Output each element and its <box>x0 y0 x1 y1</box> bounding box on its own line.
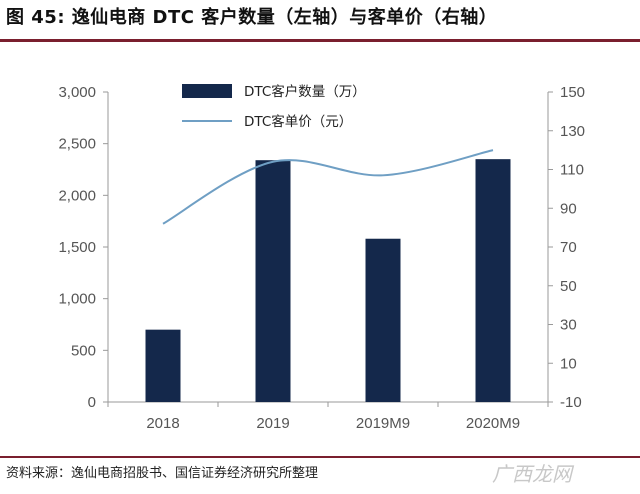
left-tick-label: 1,000 <box>58 291 96 308</box>
x-tick-label: 2018 <box>146 415 179 432</box>
right-tick-label: -10 <box>560 394 582 411</box>
title-divider <box>0 39 640 42</box>
left-tick-label: 500 <box>71 342 96 359</box>
legend-bar-swatch <box>182 84 232 98</box>
right-tick-label: 10 <box>560 355 577 372</box>
right-tick-label: 130 <box>560 123 585 140</box>
left-tick-label: 3,000 <box>58 84 96 101</box>
right-tick-label: 70 <box>560 239 577 256</box>
left-tick-label: 2,500 <box>58 136 96 153</box>
legend-bar-label: DTC客户数量（万） <box>244 83 366 100</box>
source-note: 资料来源：逸仙电商招股书、国信证券经济研究所整理 <box>6 466 319 481</box>
right-tick-label: 150 <box>560 84 585 101</box>
right-tick-label: 50 <box>560 278 577 295</box>
x-tick-label: 2019 <box>256 415 289 432</box>
combo-chart: 0 500 1,000 1,500 2,000 2,500 3,000 -10 10 30 50 70… <box>58 83 585 432</box>
right-tick-label: 90 <box>560 200 577 217</box>
chart-title: 图 45: 逸仙电商 DTC 客户数量（左轴）与客单价（右轴） <box>6 7 498 28</box>
left-tick-label: 0 <box>88 394 96 411</box>
legend-line-label: DTC客单价（元） <box>244 113 352 130</box>
right-tick-label: 30 <box>560 317 577 334</box>
watermark: 广西龙网 <box>492 462 572 486</box>
source-divider <box>0 456 640 458</box>
bar-2019 <box>255 160 291 402</box>
left-tick-label: 1,500 <box>58 239 96 256</box>
left-tick-label: 2,000 <box>58 187 96 204</box>
x-tick-label: 2019M9 <box>356 415 410 432</box>
line-series-unit-price <box>162 149 494 225</box>
x-tick-label: 2020M9 <box>466 415 520 432</box>
bar-2020M9 <box>475 159 511 402</box>
right-tick-label: 110 <box>560 162 584 179</box>
bar-2018 <box>145 329 181 402</box>
bar-2019M9 <box>365 238 401 402</box>
